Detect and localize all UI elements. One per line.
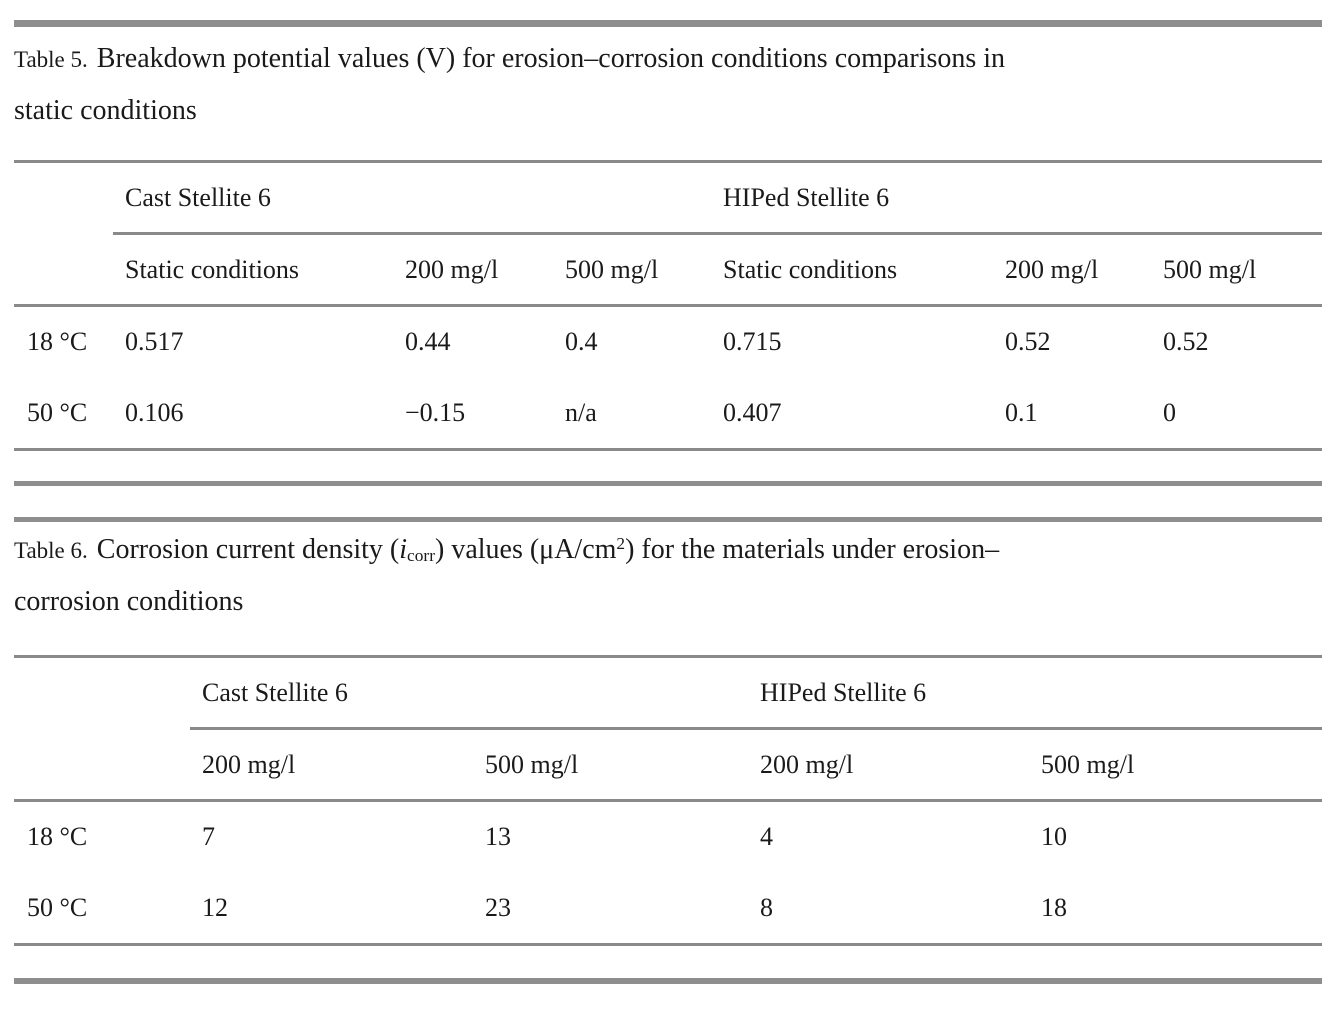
table6: Cast Stellite 6 HIPed Stellite 6 200 mg/… (14, 655, 1323, 946)
table6-cell: 7 (202, 822, 215, 852)
table5-cell: 0.1 (1005, 397, 1038, 427)
table6-header-200-cast: 200 mg/l (190, 728, 473, 802)
table6-label: Table 6. (14, 538, 88, 563)
table6-cell: 8 (760, 892, 774, 922)
table6-cell: 12 (202, 892, 228, 922)
table5-group-cast: Cast Stellite 6 (113, 161, 712, 235)
table6-row-label-50c: 50 °C (27, 892, 88, 922)
table5-section: Table 5. Breakdown potential values (V) f… (14, 20, 1323, 486)
table6-title-icorr-sub: corr (407, 545, 435, 565)
table6-caption: Table 6. Corrosion current density (icorr… (14, 522, 1322, 655)
table6-title-seg0: Corrosion current density ( (96, 534, 400, 565)
table6-section: Table 6. Corrosion current density (icorr… (14, 517, 1323, 984)
table5-header-static-cast: Static conditions (113, 233, 393, 307)
table5-title-line2: static conditions (14, 95, 197, 126)
table6-bottom-rule (14, 978, 1322, 984)
table5-cell: 0.52 (1005, 327, 1051, 357)
table5-cell: 0.44 (405, 327, 451, 357)
table5-group-header-row: Cast Stellite 6 HIPed Stellite 6 (14, 161, 1323, 235)
table5-header-blank (14, 233, 113, 307)
table5-header-200-cast: 200 mg/l (393, 233, 553, 307)
table6-title-icorr-i: i (399, 534, 408, 565)
table5-corner-cell (14, 162, 113, 234)
table5-row-50c: 50 °C 0.106 −0.15 n/a 0.407 0.1 0 (14, 378, 1322, 450)
table5-cell: 0.517 (125, 327, 184, 357)
table6-group-cast: Cast Stellite 6 (190, 656, 749, 730)
table6-title-seg5: ) for the materials under erosion– (625, 534, 1000, 565)
table5-caption: Table 5. Breakdown potential values (V) f… (14, 27, 1322, 160)
table5: Cast Stellite 6 HIPed Stellite 6 Static … (14, 160, 1323, 451)
table6-cell: 10 (1041, 822, 1068, 852)
table5-cell: 0.4 (565, 327, 598, 357)
table5-row-label-18c: 18 °C (27, 327, 88, 357)
table6-group-hiped: HIPed Stellite 6 (748, 656, 1323, 730)
table6-cell: 13 (485, 822, 511, 852)
table5-top-rule (14, 20, 1322, 27)
table5-bottom-rule (14, 481, 1322, 486)
table5-cell: −0.15 (405, 397, 466, 427)
table5-column-header-row: Static conditions 200 mg/l 500 mg/l Stat… (14, 233, 1323, 307)
table6-group-header-row: Cast Stellite 6 HIPed Stellite 6 (14, 656, 1323, 730)
table5-title-line1: Breakdown potential values (V) for erosi… (96, 43, 1006, 74)
table6-cell: 4 (760, 822, 774, 852)
table6-cell: 23 (485, 892, 511, 922)
table5-cell: 0.407 (723, 397, 782, 427)
table6-row-label-18c: 18 °C (27, 822, 88, 852)
table5-header-200-hiped: 200 mg/l (993, 233, 1152, 307)
table6-header-blank (14, 728, 190, 802)
table5-cell: 0.715 (723, 327, 782, 357)
table6-title-seg3: ) values (μA/cm (435, 534, 617, 565)
table6-row-18c: 18 °C 7 13 4 10 (14, 801, 1322, 873)
table5-cell: 0 (1163, 397, 1177, 427)
table5-cell: n/a (565, 397, 597, 427)
table6-column-header-row: 200 mg/l 500 mg/l 200 mg/l 500 mg/l (14, 728, 1323, 802)
table5-header-500-hiped: 500 mg/l (1151, 233, 1323, 307)
table6-top-rule (14, 517, 1322, 522)
table5-label: Table 5. (14, 47, 88, 72)
table5-cell: 0.106 (125, 397, 184, 427)
table6-title-cm2-sup: 2 (616, 534, 626, 554)
table5-header-static-hiped: Static conditions (711, 233, 994, 307)
table5-row-label-50c: 50 °C (27, 397, 88, 427)
table6-header-500-cast: 500 mg/l (473, 728, 749, 802)
table6-header-200-hiped: 200 mg/l (748, 728, 1030, 802)
table5-row-18c: 18 °C 0.517 0.44 0.4 0.715 0.52 0.52 (14, 306, 1322, 378)
table5-header-500-cast: 500 mg/l (553, 233, 712, 307)
table6-cell: 18 (1041, 892, 1068, 922)
table6-header-500-hiped: 500 mg/l (1029, 728, 1323, 802)
table5-cell: 0.52 (1163, 327, 1209, 357)
table6-title-line2: corrosion conditions (14, 586, 244, 617)
table5-group-hiped: HIPed Stellite 6 (711, 161, 1323, 235)
table6-row-50c: 50 °C 12 23 8 18 (14, 873, 1322, 945)
table6-corner-cell (14, 657, 190, 729)
